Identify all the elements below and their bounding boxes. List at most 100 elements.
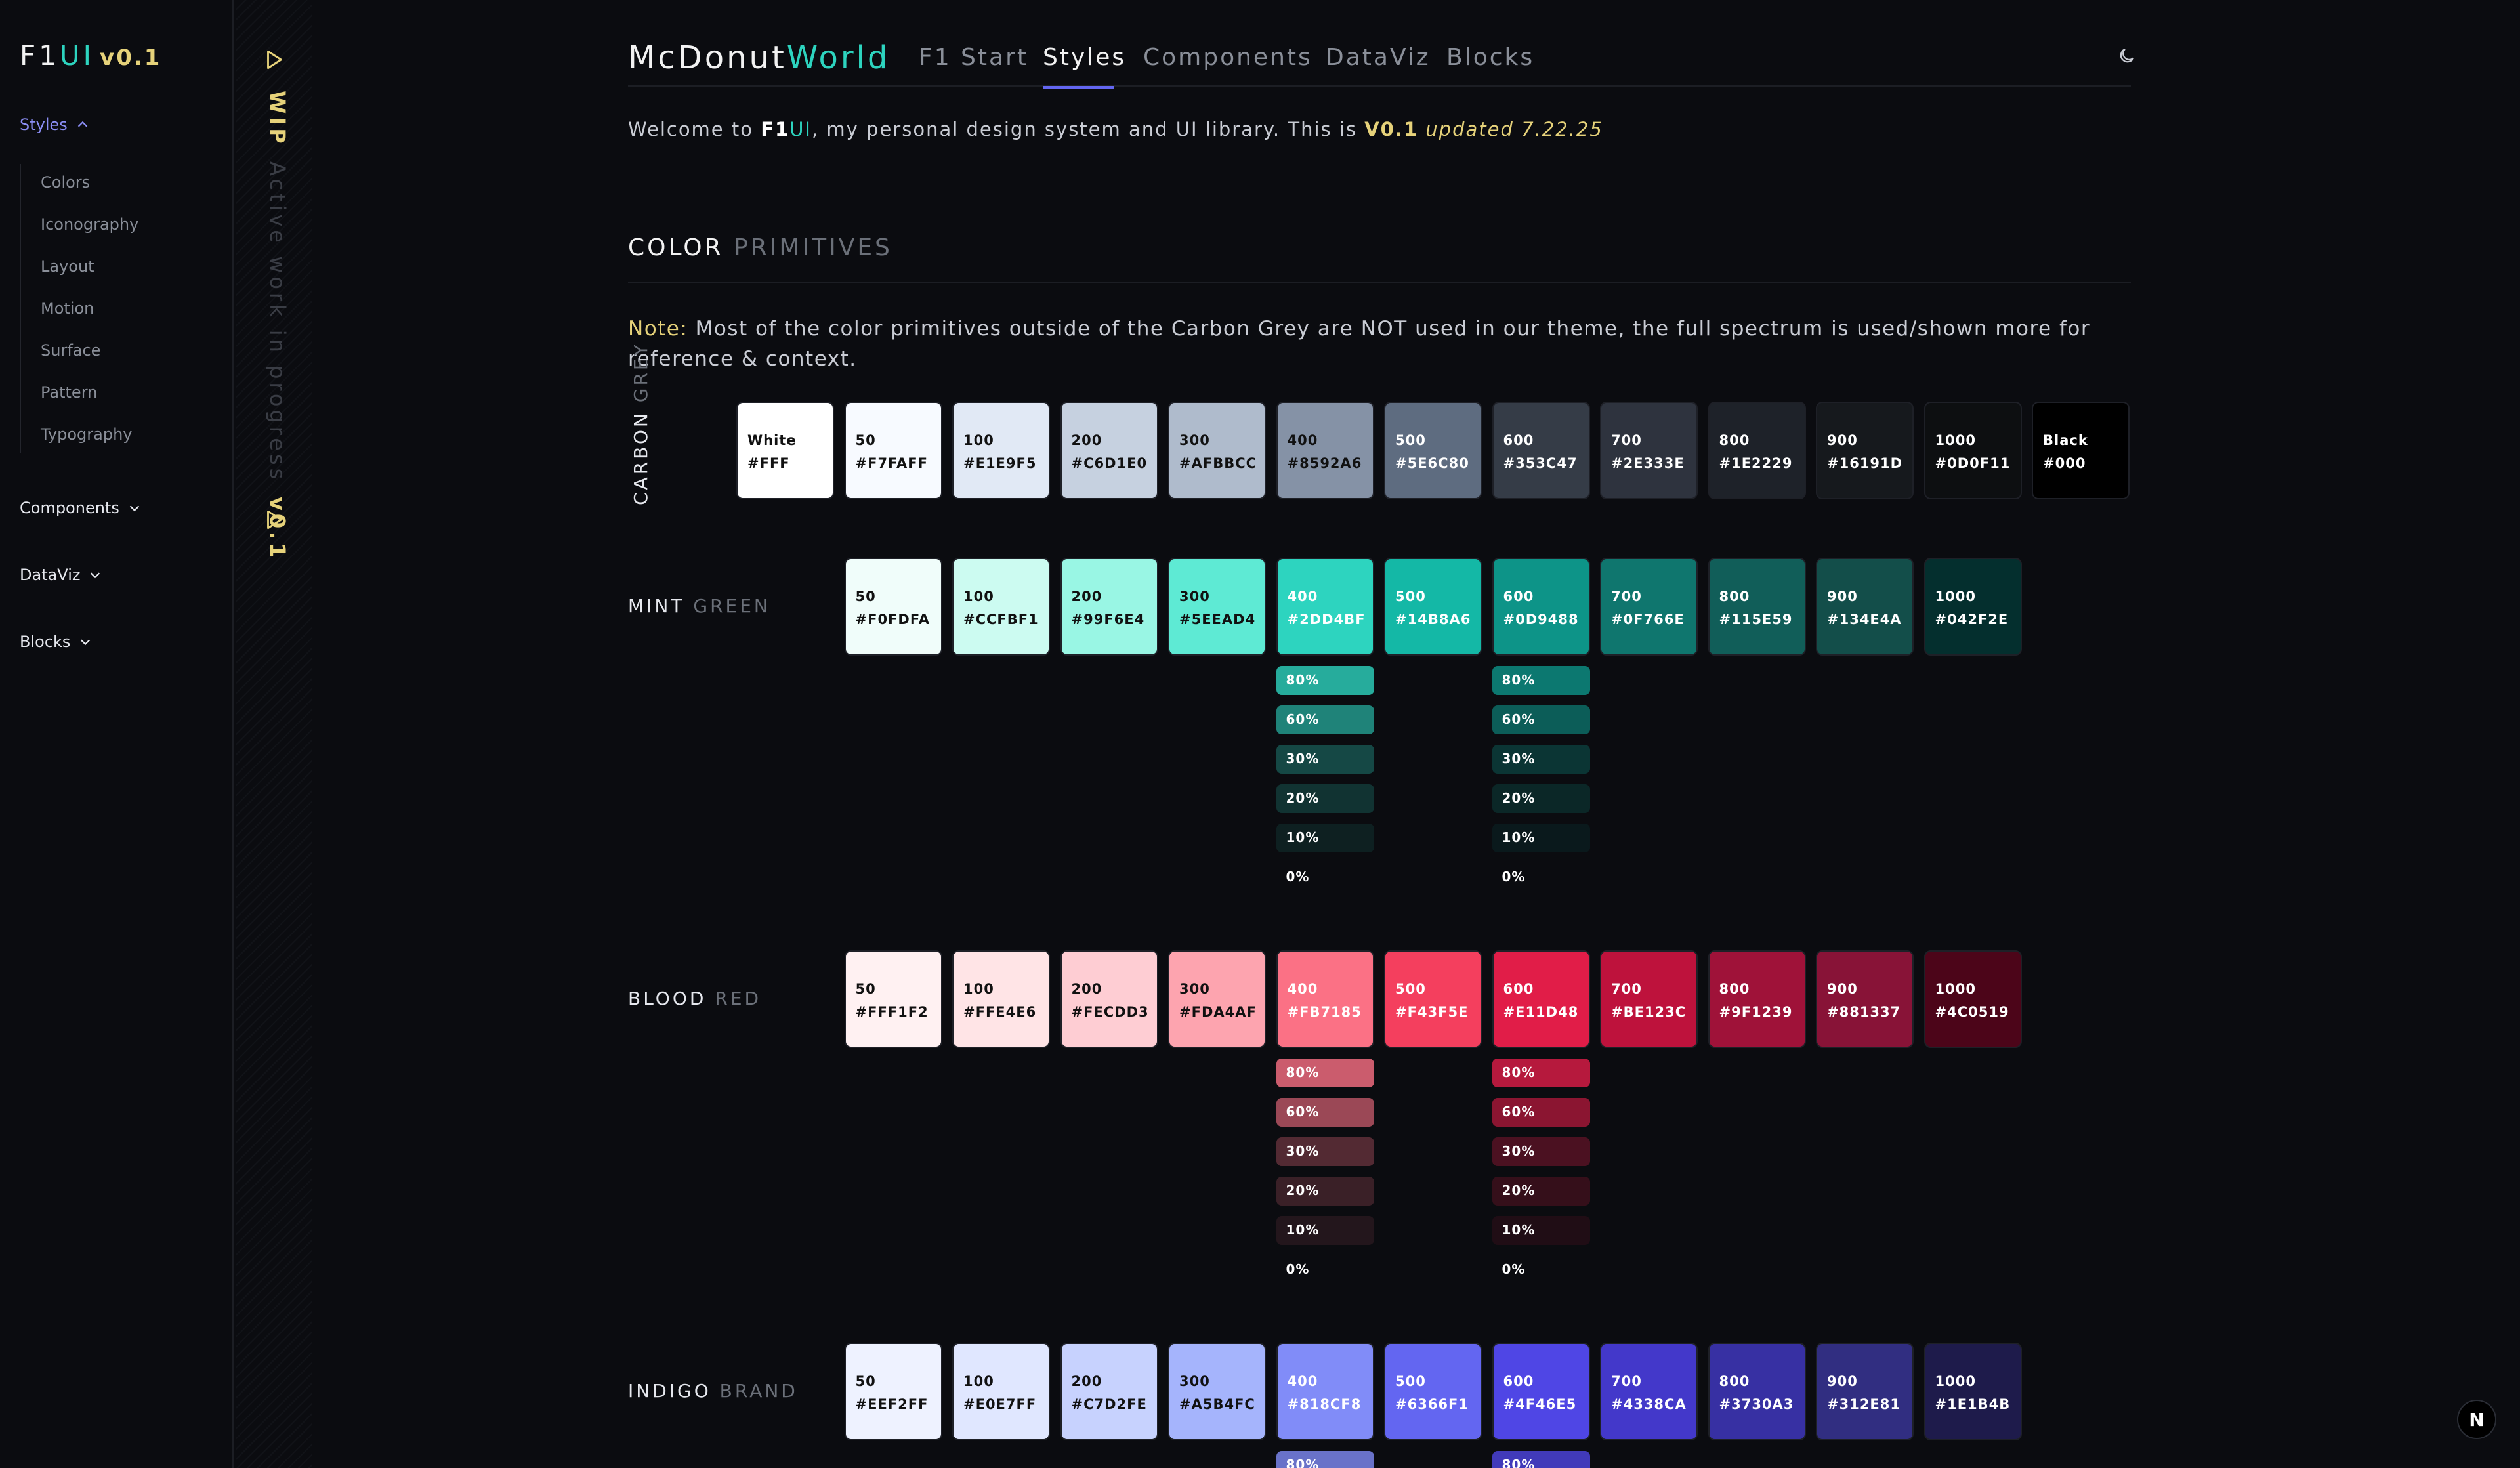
swatch-indigo-100[interactable]: 100 #E0E7FF xyxy=(952,1343,1050,1440)
swatch-mint-50[interactable]: 50 #F0FDFA xyxy=(844,558,942,656)
swatch-carbon-white[interactable]: White #FFF xyxy=(736,402,834,499)
swatch-blood-100[interactable]: 100 #FFE4E6 xyxy=(952,950,1050,1048)
opacity-pill-blood-20[interactable]: 20% xyxy=(1492,1177,1590,1206)
swatch-blood-50[interactable]: 50 #FFF1F2 xyxy=(844,950,942,1048)
opacity-pill-mint-20[interactable]: 20% xyxy=(1276,784,1374,813)
play-icon[interactable] xyxy=(262,509,285,531)
swatch-carbon-500[interactable]: 500 #5E6C80 xyxy=(1384,402,1482,499)
opacity-pill-indigo-80[interactable]: 80% xyxy=(1492,1451,1590,1468)
sidebar-item-pattern[interactable]: Pattern xyxy=(41,383,98,402)
swatch-mint-100[interactable]: 100 #CCFBF1 xyxy=(952,558,1050,656)
swatch-carbon-1000[interactable]: 1000 #0D0F11 xyxy=(1923,402,2022,499)
opacity-pill-mint-0[interactable]: 0% xyxy=(1502,869,1526,885)
opacity-pill-blood-0[interactable]: 0% xyxy=(1286,1261,1310,1277)
swatch-mint-200[interactable]: 200 #99F6E4 xyxy=(1060,558,1158,656)
opacity-pill-mint-60[interactable]: 60% xyxy=(1492,705,1590,734)
swatch-name: 100 xyxy=(963,432,994,448)
moon-icon[interactable] xyxy=(2117,46,2137,66)
opacity-pill-indigo-80[interactable]: 80% xyxy=(1276,1451,1374,1468)
swatch-indigo-400[interactable]: 400 #818CF8 xyxy=(1276,1343,1374,1440)
opacity-pill-mint-20[interactable]: 20% xyxy=(1492,784,1590,813)
swatch-mint-900[interactable]: 900 #134E4A xyxy=(1816,558,1914,656)
swatch-indigo-500[interactable]: 500 #6366F1 xyxy=(1384,1343,1482,1440)
swatch-mint-800[interactable]: 800 #115E59 xyxy=(1708,558,1806,656)
opacity-pill-mint-80[interactable]: 80% xyxy=(1492,666,1590,695)
opacity-pill-blood-80[interactable]: 80% xyxy=(1276,1059,1374,1087)
opacity-pill-blood-80[interactable]: 80% xyxy=(1492,1059,1590,1087)
swatch-indigo-1000[interactable]: 1000 #1E1B4B xyxy=(1923,1343,2022,1440)
swatch-indigo-700[interactable]: 700 #4338CA xyxy=(1600,1343,1698,1440)
swatch-name: 900 xyxy=(1827,1374,1858,1389)
swatch-carbon-200[interactable]: 200 #C6D1E0 xyxy=(1060,402,1158,499)
swatch-mint-600[interactable]: 600 #0D9488 xyxy=(1492,558,1590,656)
sidebar-item-iconography[interactable]: Iconography xyxy=(41,215,139,234)
swatch-name: 300 xyxy=(1179,432,1210,448)
sidebar-section-styles[interactable]: Styles xyxy=(20,115,90,134)
opacity-pill-blood-30[interactable]: 30% xyxy=(1276,1137,1374,1166)
opacity-pill-blood-0[interactable]: 0% xyxy=(1502,1261,1526,1277)
opacity-pill-mint-10[interactable]: 10% xyxy=(1492,824,1590,852)
sidebar-item-surface[interactable]: Surface xyxy=(41,341,101,360)
tab-blocks[interactable]: Blocks xyxy=(1446,44,1535,71)
sidebar-item-motion[interactable]: Motion xyxy=(41,299,94,318)
opacity-pill-mint-30[interactable]: 30% xyxy=(1276,745,1374,774)
swatch-blood-600[interactable]: 600 #E11D48 xyxy=(1492,950,1590,1048)
swatch-blood-300[interactable]: 300 #FDA4AF xyxy=(1168,950,1266,1048)
opacity-pill-mint-0[interactable]: 0% xyxy=(1286,869,1310,885)
opacity-pill-blood-10[interactable]: 10% xyxy=(1492,1216,1590,1245)
swatch-mint-400[interactable]: 400 #2DD4BF xyxy=(1276,558,1374,656)
sidebar-section-components[interactable]: Components xyxy=(20,499,142,517)
swatch-blood-700[interactable]: 700 #BE123C xyxy=(1600,950,1698,1048)
opacity-pill-blood-60[interactable]: 60% xyxy=(1492,1098,1590,1127)
opacity-pill-blood-20[interactable]: 20% xyxy=(1276,1177,1374,1206)
swatch-mint-500[interactable]: 500 #14B8A6 xyxy=(1384,558,1482,656)
swatch-blood-900[interactable]: 900 #881337 xyxy=(1816,950,1914,1048)
swatch-hex: #F43F5E xyxy=(1395,1004,1469,1020)
opacity-pill-mint-30[interactable]: 30% xyxy=(1492,745,1590,774)
swatch-carbon-50[interactable]: 50 #F7FAFF xyxy=(844,402,942,499)
opacity-pill-mint-10[interactable]: 10% xyxy=(1276,824,1374,852)
swatch-blood-400[interactable]: 400 #FB7185 xyxy=(1276,950,1374,1048)
swatch-indigo-50[interactable]: 50 #EEF2FF xyxy=(844,1343,942,1440)
swatch-carbon-100[interactable]: 100 #E1E9F5 xyxy=(952,402,1050,499)
swatch-indigo-300[interactable]: 300 #A5B4FC xyxy=(1168,1343,1266,1440)
tab-components[interactable]: Components xyxy=(1143,44,1312,71)
swatch-mint-1000[interactable]: 1000 #042F2E xyxy=(1923,558,2022,656)
swatch-indigo-800[interactable]: 800 #3730A3 xyxy=(1708,1343,1806,1440)
play-icon[interactable] xyxy=(262,49,285,71)
swatch-carbon-300[interactable]: 300 #AFBBCC xyxy=(1168,402,1266,499)
swatch-indigo-600[interactable]: 600 #4F46E5 xyxy=(1492,1343,1590,1440)
app-logo[interactable]: F1UI v0.1 xyxy=(20,39,161,72)
sidebar-section-dataviz[interactable]: DataViz xyxy=(20,566,102,584)
swatch-mint-300[interactable]: 300 #5EEAD4 xyxy=(1168,558,1266,656)
dev-tools-button[interactable]: N xyxy=(2457,1400,2496,1439)
opacity-pill-mint-80[interactable]: 80% xyxy=(1276,666,1374,695)
sidebar-item-colors[interactable]: Colors xyxy=(41,173,91,192)
brand-title[interactable]: McDonutWorld xyxy=(628,39,890,76)
sidebar-item-layout[interactable]: Layout xyxy=(41,257,94,276)
swatch-mint-700[interactable]: 700 #0F766E xyxy=(1600,558,1698,656)
swatch-hex: #FFE4E6 xyxy=(963,1004,1037,1020)
opacity-pill-blood-10[interactable]: 10% xyxy=(1276,1216,1374,1245)
swatch-indigo-900[interactable]: 900 #312E81 xyxy=(1816,1343,1914,1440)
swatch-carbon-600[interactable]: 600 #353C47 xyxy=(1492,402,1590,499)
swatch-blood-200[interactable]: 200 #FECDD3 xyxy=(1060,950,1158,1048)
swatch-carbon-700[interactable]: 700 #2E333E xyxy=(1600,402,1698,499)
tab-styles[interactable]: Styles xyxy=(1043,44,1127,71)
swatch-hex: #FDA4AF xyxy=(1179,1004,1257,1020)
opacity-pill-mint-60[interactable]: 60% xyxy=(1276,705,1374,734)
tab-f1-start[interactable]: F1 Start xyxy=(919,44,1028,71)
swatch-carbon-black[interactable]: Black #000 xyxy=(2032,402,2130,499)
sidebar-section-blocks[interactable]: Blocks xyxy=(20,633,93,651)
opacity-pill-blood-60[interactable]: 60% xyxy=(1276,1098,1374,1127)
swatch-blood-800[interactable]: 800 #9F1239 xyxy=(1708,950,1806,1048)
swatch-carbon-900[interactable]: 900 #16191D xyxy=(1816,402,1914,499)
swatch-carbon-400[interactable]: 400 #8592A6 xyxy=(1276,402,1374,499)
swatch-carbon-800[interactable]: 800 #1E2229 xyxy=(1708,402,1806,499)
opacity-pill-blood-30[interactable]: 30% xyxy=(1492,1137,1590,1166)
swatch-indigo-200[interactable]: 200 #C7D2FE xyxy=(1060,1343,1158,1440)
swatch-blood-1000[interactable]: 1000 #4C0519 xyxy=(1923,950,2022,1048)
swatch-blood-500[interactable]: 500 #F43F5E xyxy=(1384,950,1482,1048)
sidebar-item-typography[interactable]: Typography xyxy=(41,425,133,444)
tab-dataviz[interactable]: DataViz xyxy=(1326,44,1431,71)
